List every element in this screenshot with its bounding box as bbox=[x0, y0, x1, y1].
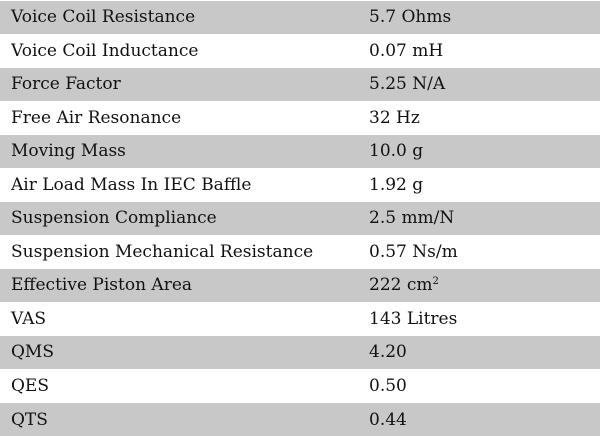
spec-param: Voice Coil Inductance bbox=[0, 33, 355, 68]
spec-row-qms: QMS 4.20 bbox=[0, 335, 600, 369]
spec-row-voice-coil-resistance: Voice Coil Resistance 5.7 Ohms bbox=[0, 0, 600, 34]
spec-value: 32 Hz bbox=[355, 100, 600, 135]
spec-value: 222 cm2 bbox=[355, 268, 600, 302]
spec-row-qes: QES 0.50 bbox=[0, 368, 600, 403]
spec-value: 10.0 g bbox=[355, 134, 600, 168]
spec-param: Moving Mass bbox=[0, 134, 355, 168]
spec-param: QTS bbox=[0, 402, 355, 436]
spec-row-free-air-resonance: Free Air Resonance 32 Hz bbox=[0, 100, 600, 135]
spec-row-vas: VAS 143 Litres bbox=[0, 301, 600, 336]
spec-value: 2.5 mm/N bbox=[355, 201, 600, 235]
spec-param: VAS bbox=[0, 301, 355, 336]
spec-param: Suspension Compliance bbox=[0, 201, 355, 235]
spec-row-suspension-mechanical-resistance: Suspension Mechanical Resistance 0.57 Ns… bbox=[0, 234, 600, 269]
spec-param: Force Factor bbox=[0, 67, 355, 101]
spec-value: 5.25 N/A bbox=[355, 67, 600, 101]
spec-param: Voice Coil Resistance bbox=[0, 0, 355, 34]
spec-param: Free Air Resonance bbox=[0, 100, 355, 135]
spec-row-effective-piston-area: Effective Piston Area 222 cm2 bbox=[0, 268, 600, 302]
spec-param: Effective Piston Area bbox=[0, 268, 355, 302]
spec-param: Air Load Mass In IEC Baffle bbox=[0, 167, 355, 202]
spec-row-moving-mass: Moving Mass 10.0 g bbox=[0, 134, 600, 168]
spec-param: Suspension Mechanical Resistance bbox=[0, 234, 355, 269]
spec-param: QMS bbox=[0, 335, 355, 369]
spec-row-air-load-mass: Air Load Mass In IEC Baffle 1.92 g bbox=[0, 167, 600, 202]
spec-row-force-factor: Force Factor 5.25 N/A bbox=[0, 67, 600, 101]
spec-value: 1.92 g bbox=[355, 167, 600, 202]
spec-value: 143 Litres bbox=[355, 301, 600, 336]
spec-value: 4.20 bbox=[355, 335, 600, 369]
spec-row-suspension-compliance: Suspension Compliance 2.5 mm/N bbox=[0, 201, 600, 235]
spec-value: 0.44 bbox=[355, 402, 600, 436]
spec-value: 0.50 bbox=[355, 368, 600, 403]
spec-value: 0.57 Ns/m bbox=[355, 234, 600, 269]
spec-param: QES bbox=[0, 368, 355, 403]
spec-value: 0.07 mH bbox=[355, 33, 600, 68]
spec-row-voice-coil-inductance: Voice Coil Inductance 0.07 mH bbox=[0, 33, 600, 68]
spec-value: 5.7 Ohms bbox=[355, 0, 600, 34]
spec-row-qts: QTS 0.44 bbox=[0, 402, 600, 436]
spec-value-text: 222 cm bbox=[369, 275, 433, 296]
spec-value-superscript: 2 bbox=[432, 276, 439, 288]
